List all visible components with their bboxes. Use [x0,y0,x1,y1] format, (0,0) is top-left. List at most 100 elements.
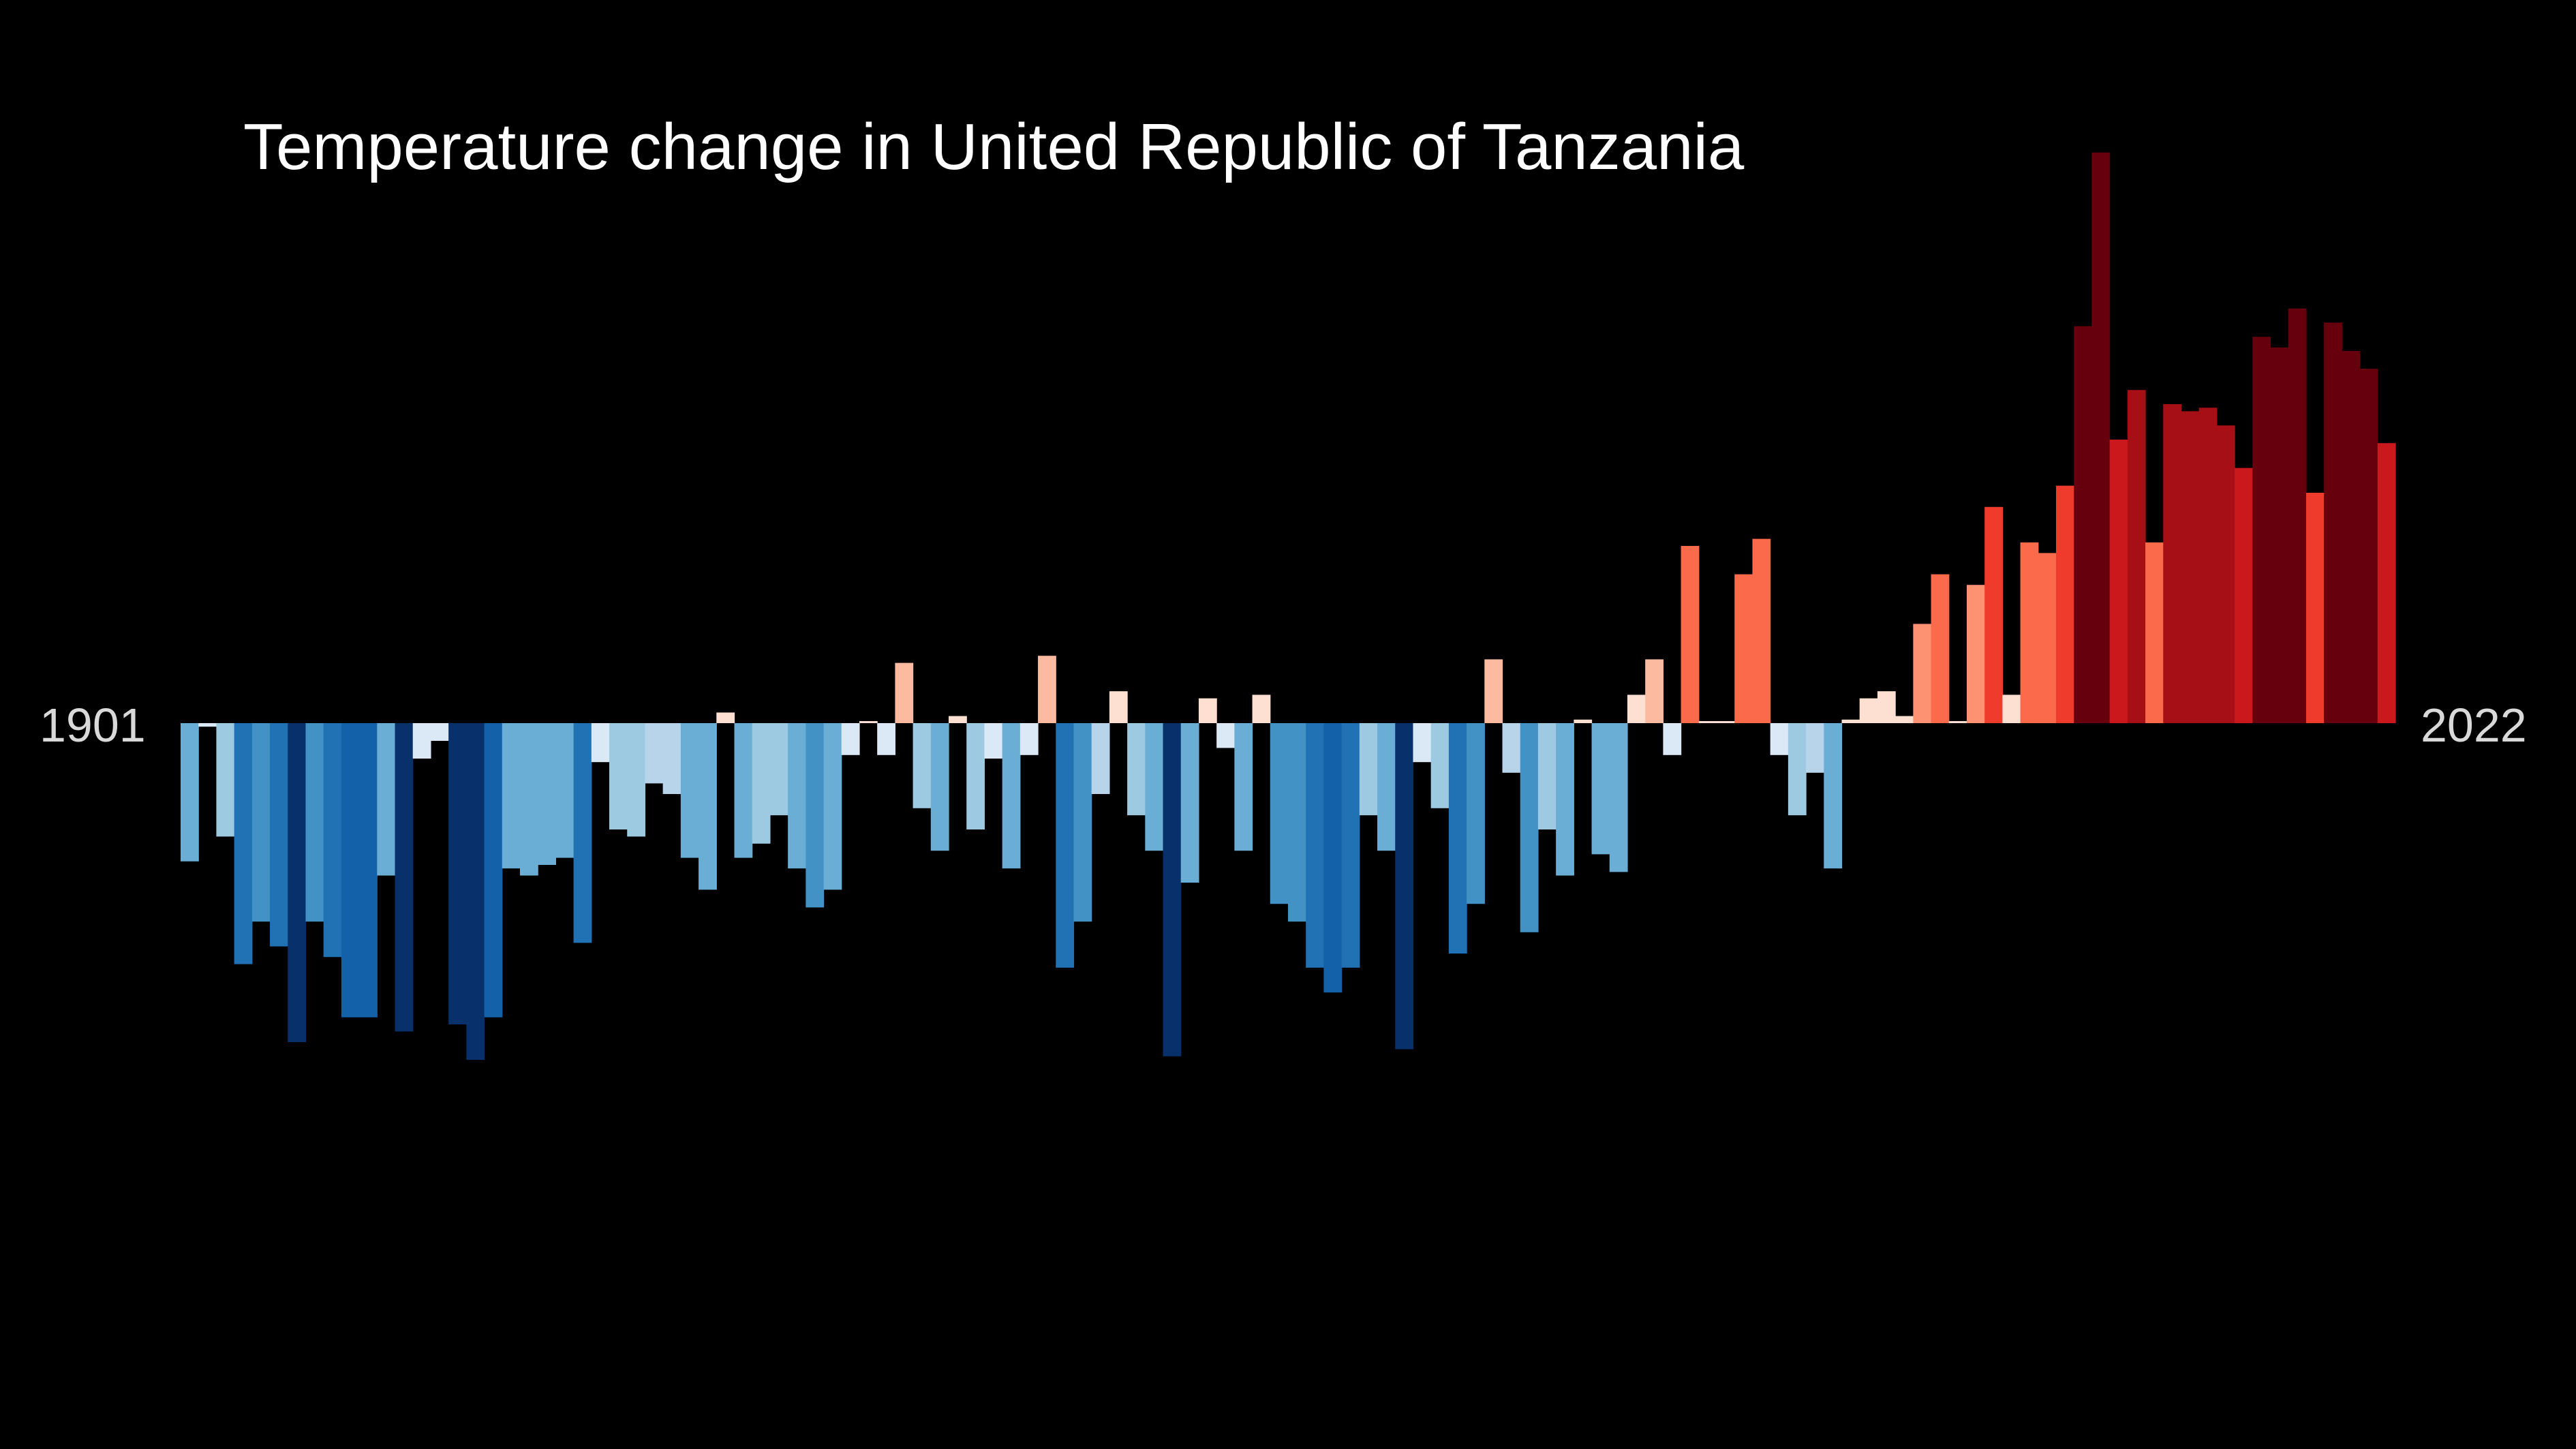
bar-1975 [1502,723,1521,773]
bar-1950 [1056,723,1075,968]
bar-1905 [251,723,271,922]
bar-1996 [1877,691,1896,723]
bar-1954 [1127,723,1146,816]
bar-2024 [2377,443,2396,723]
bars-group [181,152,2396,1060]
bar-2001 [1966,585,1985,723]
bar-1932 [734,723,753,858]
bar-1944 [949,716,967,723]
bar-1922 [555,723,574,858]
bar-1986 [1698,721,1717,723]
bar-1949 [1038,656,1056,723]
bar-1911 [359,723,378,1018]
bar-1912 [377,723,396,876]
bar-1910 [341,723,360,1018]
bar-2016 [2235,468,2253,723]
bar-1917 [466,723,485,1060]
bar-1952 [1091,723,1110,794]
bar-1913 [395,723,414,1032]
bar-1999 [1931,574,1950,723]
bar-1959 [1216,723,1235,748]
bar-1976 [1520,723,1539,932]
bar-1974 [1484,659,1503,723]
bar-1994 [1841,719,1860,723]
bar-1941 [895,662,914,723]
bar-1962 [1270,723,1289,904]
bar-1948 [1019,723,1039,755]
bar-1940 [877,723,895,755]
bar-1916 [448,723,467,1024]
bar-2004 [2020,542,2039,723]
bar-1904 [234,723,253,964]
bar-1901 [181,723,199,861]
bar-2006 [2056,485,2074,723]
bar-1907 [288,723,307,1042]
bar-1970 [1413,723,1432,763]
bar-2011 [2145,542,2164,723]
bar-1923 [573,723,592,943]
bar-1982 [1627,695,1646,723]
bar-2002 [1984,506,2003,723]
bar-1998 [1913,624,1932,723]
bar-1979 [1574,719,1593,723]
bar-2022 [2342,351,2361,723]
bar-1980 [1591,723,1610,855]
bar-2008 [2091,152,2111,724]
bar-1967 [1359,723,1378,816]
bar-1972 [1448,723,1467,954]
bar-1939 [859,721,878,723]
bar-1906 [270,723,288,947]
bar-1991 [1788,723,1807,816]
bar-1942 [913,723,932,808]
bar-2017 [2252,337,2271,723]
bar-2010 [2127,390,2146,723]
bar-1943 [930,723,949,851]
bar-1957 [1180,723,1199,883]
bar-2009 [2109,440,2128,723]
bar-1993 [1824,723,1843,869]
bar-2013 [2181,411,2200,723]
bar-1995 [1859,698,1878,723]
bar-1915 [430,723,449,741]
bar-1918 [484,723,503,1018]
bar-1966 [1341,723,1360,968]
bar-2012 [2163,404,2182,723]
bar-2007 [2074,326,2093,724]
bar-2014 [2198,408,2218,723]
bar-1947 [1002,723,1021,869]
bar-1925 [609,723,628,829]
bar-1977 [1537,723,1557,829]
bar-1997 [1895,716,1914,723]
bar-1920 [519,723,538,876]
bar-2000 [1948,721,1967,723]
bar-1955 [1145,723,1164,851]
bar-1934 [769,723,788,816]
bar-1989 [1752,538,1771,723]
bar-1926 [627,723,646,837]
bar-1984 [1663,723,1682,755]
bar-1951 [1073,723,1092,922]
bar-1992 [1806,723,1824,773]
bar-1968 [1377,723,1396,851]
bar-1903 [216,723,235,837]
start-year-label: 1901 [40,699,146,752]
bar-1956 [1163,723,1182,1056]
bar-1964 [1306,723,1325,968]
bar-2019 [2288,308,2307,724]
bar-1919 [502,723,521,869]
bar-1987 [1717,721,1735,723]
bar-1924 [591,723,610,763]
bar-1933 [752,723,771,844]
bar-1969 [1395,723,1414,1050]
bar-1938 [841,723,860,755]
bar-1958 [1198,698,1217,723]
chart-title: Temperature change in United Republic of… [243,110,1745,183]
bar-1909 [323,723,342,958]
bar-1928 [662,723,681,794]
bar-1937 [823,723,842,890]
bar-1914 [412,723,431,759]
bar-1927 [645,723,664,784]
bar-1973 [1467,723,1485,904]
bar-2020 [2305,493,2325,723]
